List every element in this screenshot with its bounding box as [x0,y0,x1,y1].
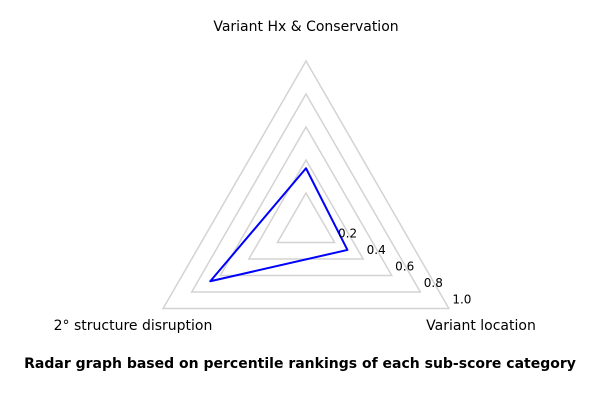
radial-tick-labels: 0.2 0.4 0.6 0.8 1.0 [338,227,471,307]
radial-tick-label-1.0: 1.0 [452,293,471,307]
axis-label-variant-hx-conservation: Variant Hx & Conservation [213,19,398,35]
radial-tick-label-0.4: 0.4 [367,243,386,257]
grid-ring-0.2 [276,191,336,244]
grid-ring-0.6 [218,125,394,277]
radar-data-polygon [209,167,349,283]
radial-tick-label-0.8: 0.8 [424,276,443,290]
grid-ring-0.8 [190,92,422,293]
grid-ring-0.4 [247,158,365,260]
radial-tick-label-0.6: 0.6 [395,260,414,274]
axis-label-variant-location: Variant location [426,318,536,334]
radar-gridlines [161,59,451,310]
radial-tick-label-0.2: 0.2 [338,227,357,241]
axis-label-structure-disruption: 2° structure disruption [54,318,213,334]
grid-ring-1.0 [161,59,451,310]
figure-caption: Radar graph based on percentile rankings… [24,356,576,372]
